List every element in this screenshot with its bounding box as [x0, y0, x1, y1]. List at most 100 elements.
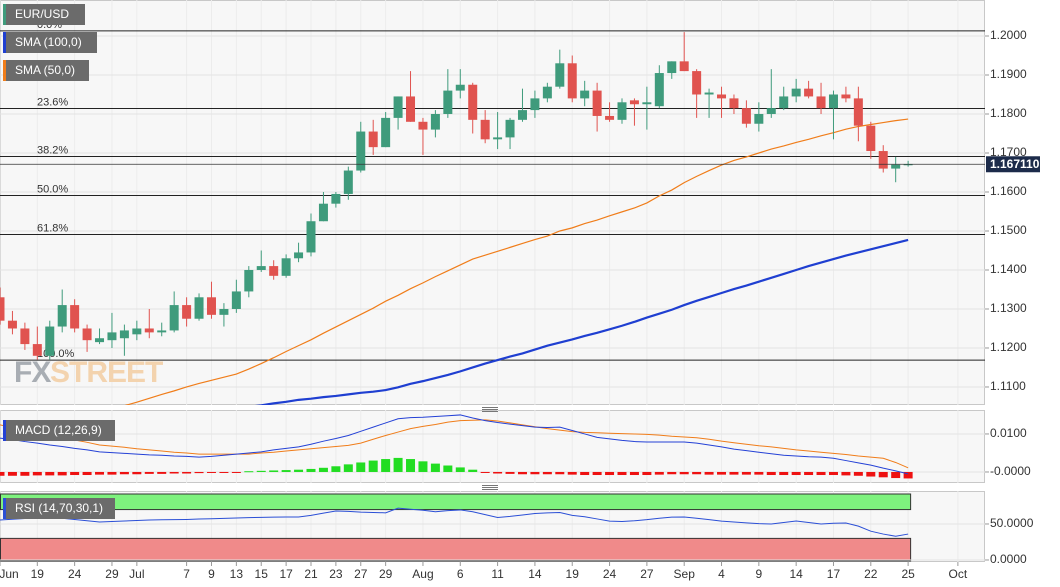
macd-panel [0, 410, 985, 483]
histogram-bar [530, 471, 540, 475]
histogram-bar [617, 471, 627, 476]
x-tick-label: 14 [528, 567, 542, 581]
panel-handle[interactable] [482, 485, 498, 490]
x-tick-label: 27 [354, 567, 368, 581]
histogram-bar [107, 471, 117, 475]
candle-body [318, 203, 328, 222]
sma-line [254, 238, 909, 405]
candle-body [853, 98, 863, 126]
candle-body [642, 102, 652, 105]
histogram-bar [891, 471, 901, 479]
y-tick-label: 0.0100 [990, 426, 1027, 440]
legend-swatch [3, 60, 6, 81]
y-tick-label: 1.1400 [990, 262, 1027, 276]
y-tick-label: 1.1500 [990, 223, 1027, 237]
legend-swatch [3, 420, 6, 441]
candle-body [157, 330, 167, 333]
histogram-bar [542, 471, 552, 475]
x-tick-label: 9 [208, 567, 215, 581]
macd-line [0, 414, 909, 475]
signal-line [0, 419, 909, 469]
x-tick-label: 24 [603, 567, 617, 581]
histogram-bar [219, 471, 229, 473]
x-tick-label: 29 [105, 567, 119, 581]
x-tick-label: 25 [901, 567, 915, 581]
candle-body [406, 96, 416, 122]
candle-body [741, 108, 751, 124]
candle-body [169, 305, 179, 331]
candle-body [70, 305, 80, 329]
histogram-bar [393, 457, 403, 472]
candle-body [443, 90, 453, 114]
histogram-bar [455, 467, 465, 472]
histogram-bar [418, 461, 428, 472]
histogram-bar [119, 471, 129, 475]
legend-chip[interactable] [3, 4, 85, 25]
candle-body [281, 258, 291, 276]
x-tick-label: 27 [640, 567, 654, 581]
legend-chip[interactable] [3, 32, 97, 53]
candle-body [57, 305, 67, 327]
sma-line [124, 118, 909, 405]
histogram-bar [331, 466, 341, 472]
y-tick-label: 1.1900 [990, 67, 1027, 81]
panel-handle[interactable] [482, 407, 498, 412]
histogram-bar [493, 471, 503, 474]
candle-body [418, 121, 428, 130]
x-tick-label: 23 [329, 567, 343, 581]
y-tick-label: 1.1700 [990, 145, 1027, 159]
histogram-bar [704, 471, 714, 475]
histogram-bar [406, 459, 416, 472]
fibonacci-label: 61.8% [37, 222, 68, 234]
y-tick-label: 1.1800 [990, 106, 1027, 120]
candle-body [866, 125, 876, 152]
candle-body [816, 96, 826, 109]
histogram-bar [754, 471, 764, 475]
y-tick-label: 0.0000 [990, 552, 1027, 566]
x-tick-label: 14 [789, 567, 803, 581]
candle-body [717, 94, 727, 99]
candle-body [7, 320, 17, 329]
candle-body [468, 84, 478, 120]
histogram-bar [555, 471, 565, 475]
histogram-bar [605, 471, 615, 476]
histogram-bar [580, 471, 590, 476]
price-plot: FXSTREET0.0%23.6%38.2%50.0%61.8%100.0% [0, 0, 985, 405]
histogram-bar [244, 471, 254, 473]
legend-label: MACD (12,26,9) [15, 423, 102, 437]
x-tick-label: 29 [379, 567, 393, 581]
x-tick-label: 22 [864, 567, 878, 581]
candle-body [891, 164, 901, 169]
x-tick-label: 19 [566, 567, 580, 581]
histogram-bar [692, 471, 702, 475]
candle-body [356, 131, 366, 171]
candle-body [20, 328, 30, 345]
histogram-bar [679, 471, 689, 475]
histogram-bar [468, 469, 478, 472]
histogram-bar [82, 471, 92, 476]
histogram-bar [381, 459, 391, 472]
histogram-bar [804, 471, 814, 476]
candle-body [368, 131, 378, 148]
candle-body [0, 297, 5, 321]
y-tick-label: 1.1300 [990, 301, 1027, 315]
candle-body [580, 90, 590, 99]
candle-body [32, 344, 42, 356]
overbought-band [0, 493, 912, 511]
histogram-bar [144, 471, 154, 474]
candle-body [517, 110, 527, 120]
legend-chip[interactable] [3, 60, 89, 81]
x-tick-label: 9 [755, 567, 762, 581]
candle-body [567, 63, 577, 99]
candle-body [455, 84, 465, 91]
histogram-bar [903, 471, 913, 479]
histogram-bar [281, 470, 291, 472]
rsi-line [0, 507, 909, 537]
legend-chip[interactable] [3, 420, 115, 441]
candle-body [791, 88, 801, 97]
candle-body [605, 115, 615, 120]
legend-chip[interactable] [3, 498, 115, 519]
candle-body [878, 151, 888, 169]
candle-body [206, 297, 216, 315]
